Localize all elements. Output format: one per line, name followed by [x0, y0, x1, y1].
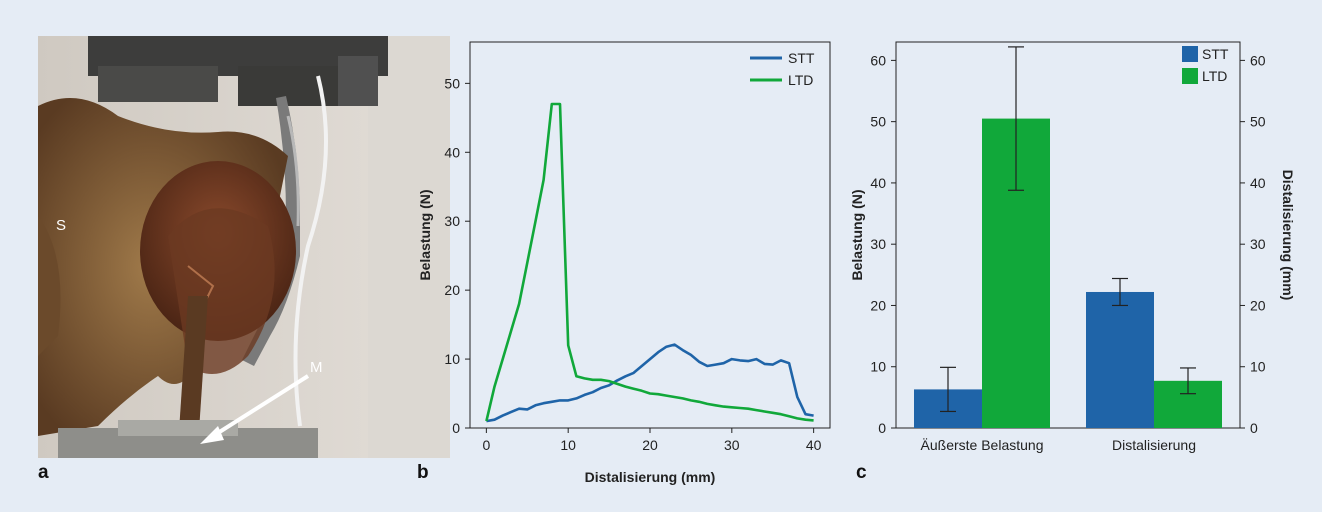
y2-tick-label: 20 [1250, 297, 1266, 313]
legend-label-ltd: LTD [1202, 68, 1227, 84]
series-line-stt [486, 343, 814, 423]
x-tick-label: 30 [724, 437, 740, 453]
y2-tick-label: 50 [1250, 114, 1266, 130]
x-tick-label: 20 [642, 437, 658, 453]
legend-label-stt: STT [788, 50, 815, 66]
y-tick-label: 60 [870, 52, 886, 68]
category-label: Äußerste Belastung [921, 437, 1044, 453]
bar-chart-c: 0 0 10 10 20 20 30 30 40 40 50 50 60 60 Äußerste Belas… [849, 41, 1296, 453]
y-axis-label: Belastung (N) [417, 190, 433, 281]
specimen-photo: M S [38, 36, 450, 458]
bar-stt [1086, 291, 1154, 428]
legend-label-stt: STT [1202, 46, 1229, 62]
plot-frame [469, 41, 831, 429]
y2-tick-label: 10 [1250, 359, 1266, 375]
plot-frame [895, 41, 1241, 429]
y2-tick-label: 60 [1250, 52, 1266, 68]
line-chart-b: 0 10 20 30 40 50 0 10 20 30 40 Distalisierung (mm) B… [417, 41, 831, 485]
panel-letter-b: b [417, 462, 429, 483]
x-tick-label: 0 [482, 437, 490, 453]
y2-tick-label: 40 [1250, 175, 1266, 191]
y2-tick-label: 30 [1250, 236, 1266, 252]
y-tick-label: 10 [870, 359, 886, 375]
y-tick-label: 0 [878, 420, 886, 436]
y2-axis-label: Distalisierung (mm) [1280, 170, 1296, 301]
x-axis-label: Distalisierung (mm) [585, 469, 716, 485]
y-tick-label: 20 [444, 282, 460, 298]
y-tick-label: 50 [870, 114, 886, 130]
legend-swatch-stt [1182, 46, 1198, 62]
series-line-ltd [485, 102, 814, 422]
photo-label-m: M [310, 359, 323, 376]
legend-swatch-ltd [1182, 68, 1198, 84]
x-tick-label: 40 [806, 437, 822, 453]
y-tick-label: 10 [444, 351, 460, 367]
y-tick-label: 0 [452, 420, 460, 436]
y-tick-label: 30 [870, 236, 886, 252]
panel-letter-a: a [38, 462, 49, 483]
y2-tick-label: 0 [1250, 420, 1258, 436]
y-tick-label: 30 [444, 213, 460, 229]
panel-letter-c: c [856, 462, 867, 483]
category-label: Distalisierung [1112, 437, 1196, 453]
legend-label-ltd: LTD [788, 72, 813, 88]
x-tick-label: 10 [560, 437, 576, 453]
y-tick-label: 40 [444, 144, 460, 160]
y-axis-label: Belastung (N) [849, 190, 865, 281]
y-tick-label: 50 [444, 75, 460, 91]
y-tick-label: 40 [870, 175, 886, 191]
y-tick-label: 20 [870, 297, 886, 313]
photo-label-s: S [56, 217, 66, 234]
